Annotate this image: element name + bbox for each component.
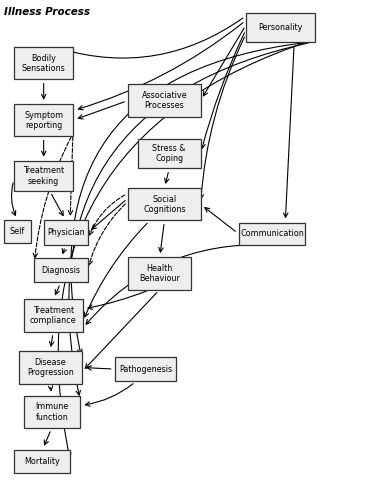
Text: Self: Self bbox=[10, 227, 25, 236]
FancyBboxPatch shape bbox=[128, 188, 201, 220]
Text: Disease
Progression: Disease Progression bbox=[27, 358, 73, 377]
Text: Stress &
Coping: Stress & Coping bbox=[152, 144, 186, 164]
FancyBboxPatch shape bbox=[24, 300, 83, 332]
FancyBboxPatch shape bbox=[44, 220, 88, 245]
Text: Mortality: Mortality bbox=[24, 457, 60, 466]
Text: Illness Process: Illness Process bbox=[4, 6, 90, 16]
Text: Bodily
Sensations: Bodily Sensations bbox=[22, 54, 66, 73]
FancyBboxPatch shape bbox=[128, 84, 201, 116]
Text: Treatment
compliance: Treatment compliance bbox=[30, 306, 76, 325]
FancyBboxPatch shape bbox=[128, 258, 191, 290]
FancyBboxPatch shape bbox=[34, 258, 88, 282]
Text: Diagnosis: Diagnosis bbox=[41, 266, 81, 275]
Text: Health
Behaviour: Health Behaviour bbox=[139, 264, 180, 283]
FancyBboxPatch shape bbox=[239, 223, 305, 245]
FancyBboxPatch shape bbox=[14, 450, 71, 473]
FancyBboxPatch shape bbox=[4, 220, 31, 242]
FancyBboxPatch shape bbox=[14, 161, 73, 190]
Text: Associative
Processes: Associative Processes bbox=[142, 90, 187, 110]
FancyBboxPatch shape bbox=[14, 104, 73, 136]
Text: Treatment
seeking: Treatment seeking bbox=[23, 166, 64, 186]
FancyBboxPatch shape bbox=[24, 396, 80, 428]
Text: Social
Cognitions: Social Cognitions bbox=[143, 194, 186, 214]
Text: Communication: Communication bbox=[240, 230, 304, 238]
FancyBboxPatch shape bbox=[14, 48, 73, 80]
Text: Immune
function: Immune function bbox=[35, 402, 68, 421]
FancyBboxPatch shape bbox=[115, 358, 176, 381]
Text: Physician: Physician bbox=[47, 228, 85, 237]
Text: Symptom
reporting: Symptom reporting bbox=[24, 110, 63, 130]
Text: Personality: Personality bbox=[258, 23, 303, 32]
Text: Pathogenesis: Pathogenesis bbox=[119, 364, 172, 374]
FancyBboxPatch shape bbox=[19, 352, 81, 384]
FancyBboxPatch shape bbox=[138, 138, 201, 168]
FancyBboxPatch shape bbox=[246, 12, 315, 42]
